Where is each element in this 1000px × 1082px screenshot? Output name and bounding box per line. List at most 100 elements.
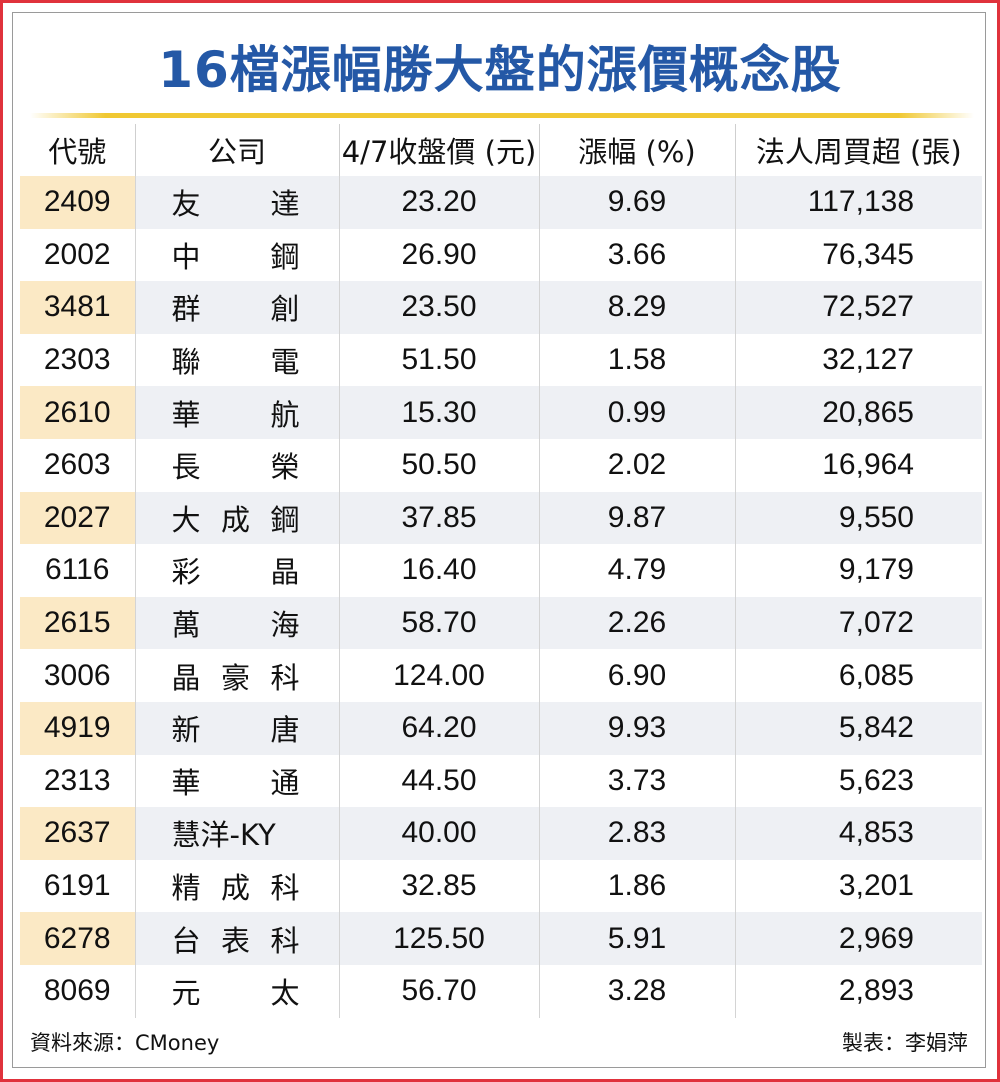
company-name-part: 友 <box>171 187 201 222</box>
company-name-part: 唐 <box>270 713 300 748</box>
company-name-part: 華 <box>171 397 201 432</box>
table-row: 6116 彩晶 16.40 4.79 9,179 <box>20 544 982 597</box>
table-row: 2615 萬海 58.70 2.26 7,072 <box>20 596 982 650</box>
stock-code: 2615 <box>20 596 135 650</box>
inner-border <box>12 12 986 1068</box>
price-change: 4.79 <box>538 544 735 597</box>
company-name-part: 海 <box>270 608 300 643</box>
close-price: 15.30 <box>338 386 539 439</box>
table-row: 2603 長榮 50.50 2.02 16,964 <box>20 438 982 492</box>
price-change: 9.93 <box>538 701 735 755</box>
company-name-part: 群 <box>171 292 201 327</box>
close-price: 16.40 <box>338 544 539 597</box>
net-buy: 4,853 <box>734 807 982 860</box>
company-name: 精成科 <box>134 859 339 913</box>
table-row: 2027 大成鋼 37.85 9.87 9,550 <box>20 491 982 545</box>
company-name: 元太 <box>134 964 339 1018</box>
price-change: 2.26 <box>538 596 735 650</box>
stock-table: 代號 公司 4/7收盤價 (元) 漲幅 (%) 法人周買超 (張) 2409 友達… <box>20 124 982 1018</box>
net-buy: 5,842 <box>734 701 982 755</box>
company-name-chars: 華通 <box>172 760 300 802</box>
net-buy: 20,865 <box>734 386 982 439</box>
net-buy: 76,345 <box>734 228 982 282</box>
company-name-part: 元 <box>171 976 201 1011</box>
company-name-part: 創 <box>270 292 300 327</box>
net-buy: 2,969 <box>734 912 982 965</box>
net-buy: 16,964 <box>734 438 982 492</box>
table-row: 6191 精成科 32.85 1.86 3,201 <box>20 859 982 913</box>
price-change: 3.66 <box>538 228 735 282</box>
company-name-part: 彩 <box>171 555 201 590</box>
table-row: 2610 華航 15.30 0.99 20,865 <box>20 386 982 439</box>
header-price: 4/7收盤價 (元) <box>338 124 539 176</box>
company-name-part: 萬 <box>171 608 201 643</box>
source-note: 資料來源：CMoney <box>30 1031 220 1055</box>
stock-code: 2002 <box>43 237 111 271</box>
price-change: 5.91 <box>538 912 735 965</box>
company-name: 彩晶 <box>134 544 339 597</box>
company-name-chars: 華航 <box>172 392 300 434</box>
table-row: 2409 友達 23.20 9.69 117,138 <box>20 176 982 229</box>
company-name: 中鋼 <box>134 228 339 282</box>
company-name: 晶豪科 <box>134 649 339 702</box>
close-price: 64.20 <box>338 701 539 755</box>
company-name-part: 成 <box>220 502 250 537</box>
company-name: 聯電 <box>134 333 339 387</box>
price-change: 2.83 <box>538 807 735 860</box>
company-name: 慧洋-KY <box>134 807 339 860</box>
company-name-chars: 精成科 <box>172 865 300 907</box>
company-name-part: 榮 <box>270 450 300 485</box>
company-name-part: 聯 <box>171 345 201 380</box>
price-change: 3.28 <box>538 964 735 1018</box>
close-price: 51.50 <box>338 333 539 387</box>
stock-code: 6191 <box>43 869 111 903</box>
header-code: 代號 <box>48 135 107 169</box>
company-name-part: 晶 <box>270 555 300 590</box>
company-name: 友達 <box>134 176 339 229</box>
close-price: 50.50 <box>338 438 539 492</box>
table-row: 8069 元太 56.70 3.28 2,893 <box>20 964 982 1018</box>
close-price: 37.85 <box>338 491 539 545</box>
company-name-part: 科 <box>270 923 300 958</box>
close-price: 58.70 <box>338 596 539 650</box>
company-name: 群創 <box>134 281 339 334</box>
company-name-part: 豪 <box>220 660 250 695</box>
stock-code: 8069 <box>43 974 111 1008</box>
company-name: 台表科 <box>134 912 339 965</box>
company-name: 華航 <box>134 386 339 439</box>
stock-code: 2313 <box>43 763 111 797</box>
company-name-chars: 萬海 <box>172 602 300 644</box>
stock-code: 2637 <box>20 807 135 860</box>
company-name-part: 通 <box>270 765 300 800</box>
table-title: 16檔漲幅勝大盤的漲價概念股 <box>158 41 842 99</box>
price-change: 9.69 <box>538 176 735 229</box>
net-buy: 3,201 <box>734 859 982 913</box>
company-name-chars: 長榮 <box>172 444 300 486</box>
stock-code: 6278 <box>20 912 135 965</box>
close-price: 23.50 <box>338 281 539 334</box>
company-name-part: 長 <box>171 450 201 485</box>
price-change: 8.29 <box>538 281 735 334</box>
company-name: 大成鋼 <box>134 491 339 545</box>
company-name-part: 鋼 <box>270 239 300 274</box>
stock-code: 3006 <box>43 658 111 692</box>
company-name-part: 慧洋-KY <box>171 818 276 853</box>
stock-code: 2027 <box>20 491 135 545</box>
company-name: 長榮 <box>134 438 339 492</box>
price-change: 3.73 <box>538 754 735 808</box>
header-net-buy: 法人周買超 (張) <box>734 124 982 176</box>
table-row: 6278 台表科 125.50 5.91 2,969 <box>20 912 982 965</box>
company-name-chars: 彩晶 <box>172 549 300 591</box>
stock-code: 3481 <box>20 281 135 334</box>
table-body: 2409 友達 23.20 9.69 117,138 2002 中鋼 26.90 3.66 76,… <box>20 176 982 1018</box>
company-name: 華通 <box>134 754 339 808</box>
net-buy: 5,623 <box>734 754 982 808</box>
price-change: 0.99 <box>538 386 735 439</box>
stock-code: 6116 <box>44 553 110 587</box>
close-price: 44.50 <box>338 754 539 808</box>
close-price: 40.00 <box>338 807 539 860</box>
close-price: 26.90 <box>338 228 539 282</box>
stock-code: 2610 <box>20 386 135 439</box>
close-price: 32.85 <box>338 859 539 913</box>
close-price: 125.50 <box>338 912 539 965</box>
